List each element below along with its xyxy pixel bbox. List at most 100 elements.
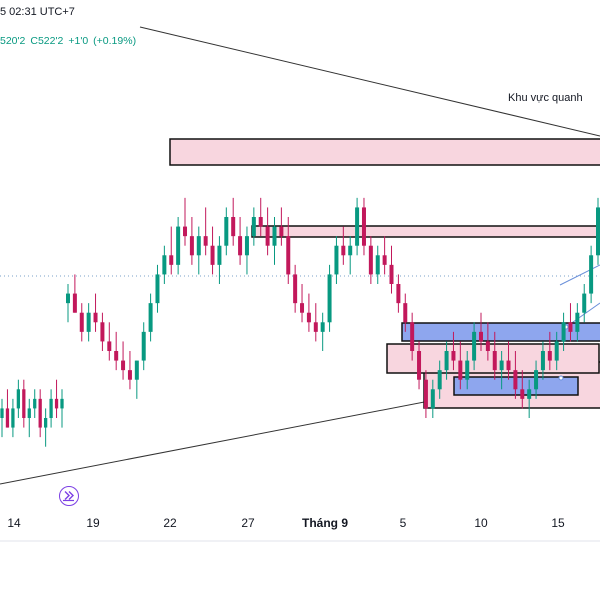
candle-body xyxy=(244,236,249,256)
candle-body xyxy=(540,351,545,371)
x-tick-label: 27 xyxy=(241,516,255,530)
candle-body xyxy=(368,245,373,275)
replay-button[interactable] xyxy=(59,486,79,506)
candle-body xyxy=(22,389,26,418)
candle-body xyxy=(27,408,31,418)
descending-trendline[interactable] xyxy=(139,26,600,137)
candle-body xyxy=(423,379,428,409)
x-tick-label: 14 xyxy=(7,516,21,530)
candle-body xyxy=(568,322,573,332)
candle-body xyxy=(16,389,20,409)
candle-body xyxy=(279,226,284,237)
candle-body xyxy=(231,217,236,237)
candle-body xyxy=(38,398,42,428)
candle-body xyxy=(561,322,566,342)
x-tick-label: 19 xyxy=(86,516,100,530)
candle-body xyxy=(72,293,77,313)
candle-body xyxy=(155,274,160,304)
candle-body xyxy=(554,341,559,361)
header-prev-value: 520'2 xyxy=(0,35,26,47)
candle-body xyxy=(107,341,112,351)
candle-body xyxy=(375,255,380,275)
candle-body xyxy=(520,389,525,399)
candle-body xyxy=(589,255,594,294)
candle-body xyxy=(44,418,48,428)
trendline-anchor-point-2[interactable] xyxy=(558,375,564,381)
candle-body xyxy=(430,389,435,409)
candle-body xyxy=(437,370,442,390)
candle-body xyxy=(60,398,64,409)
candle-body xyxy=(596,207,600,256)
header-ohlc: 520'2 C522'2 +1'0 (+0.19%) xyxy=(0,35,141,47)
header-change: +1'0 xyxy=(68,35,89,47)
candle-body xyxy=(361,207,366,246)
candle-body xyxy=(320,322,325,332)
candle-body xyxy=(93,312,98,323)
replay-icon xyxy=(63,491,74,502)
candle-body xyxy=(417,351,422,380)
candle-body xyxy=(293,274,298,304)
candle-body xyxy=(396,284,401,304)
candle-body xyxy=(148,303,153,332)
candle-body xyxy=(313,322,318,332)
x-tick-label: 15 xyxy=(551,516,565,530)
candle-body xyxy=(472,331,477,361)
candle-body xyxy=(54,398,59,409)
x-tick-label: 22 xyxy=(163,516,177,530)
candle-body xyxy=(527,389,532,399)
candle-body xyxy=(224,217,229,246)
candle-body xyxy=(162,255,167,275)
candle-body xyxy=(403,303,408,323)
header-close-value: 522'2 xyxy=(37,35,64,47)
candle-body xyxy=(0,408,4,418)
candle-body xyxy=(451,351,456,361)
x-tick-label: 5 xyxy=(399,516,407,530)
candle-body xyxy=(389,264,394,284)
candle-body xyxy=(465,360,470,380)
candle-body xyxy=(176,226,181,265)
candle-body xyxy=(485,341,490,351)
candle-body xyxy=(210,245,215,265)
demand-zone-blue-1[interactable] xyxy=(401,322,600,342)
candle-body xyxy=(513,370,518,390)
candle-body xyxy=(238,236,243,256)
candle-body xyxy=(327,274,332,323)
header-change-pct: (+0.19%) xyxy=(93,35,137,47)
candle-body xyxy=(169,255,174,265)
resistance-zone-top[interactable] xyxy=(169,138,600,166)
candlesticks xyxy=(0,197,600,447)
x-tick-label: Tháng 9 xyxy=(301,516,349,530)
candle-body xyxy=(66,293,70,304)
candle-body xyxy=(272,226,277,246)
candle-body xyxy=(189,236,194,256)
candle-body xyxy=(127,370,132,380)
candle-body xyxy=(458,360,463,380)
candle-body xyxy=(265,226,270,246)
x-tick-label: 10 xyxy=(474,516,488,530)
candle-body xyxy=(86,312,91,332)
candle-body xyxy=(300,303,305,313)
header-timestamp: 5 02:31 UTC+7 xyxy=(0,6,75,18)
candle-body xyxy=(575,312,580,332)
candle-body xyxy=(444,351,449,371)
candle-body xyxy=(114,351,119,361)
zone-annotation[interactable]: Khu vực quanh xyxy=(508,92,583,104)
candle-body xyxy=(410,322,415,351)
candle-body xyxy=(306,312,311,323)
candle-body xyxy=(334,245,339,275)
candle-body xyxy=(217,245,222,265)
candle-body xyxy=(251,217,256,237)
resistance-zone-mid[interactable] xyxy=(251,225,600,238)
candle-body xyxy=(121,360,126,371)
header-close-label: C xyxy=(30,35,38,47)
candle-body xyxy=(100,322,105,342)
candle-body xyxy=(79,312,84,332)
short-trendline-2[interactable] xyxy=(559,264,600,286)
candle-body xyxy=(499,360,504,371)
candle-body xyxy=(382,255,387,265)
candle-body xyxy=(203,236,208,246)
candle-body xyxy=(258,217,263,227)
candle-body xyxy=(11,408,15,428)
